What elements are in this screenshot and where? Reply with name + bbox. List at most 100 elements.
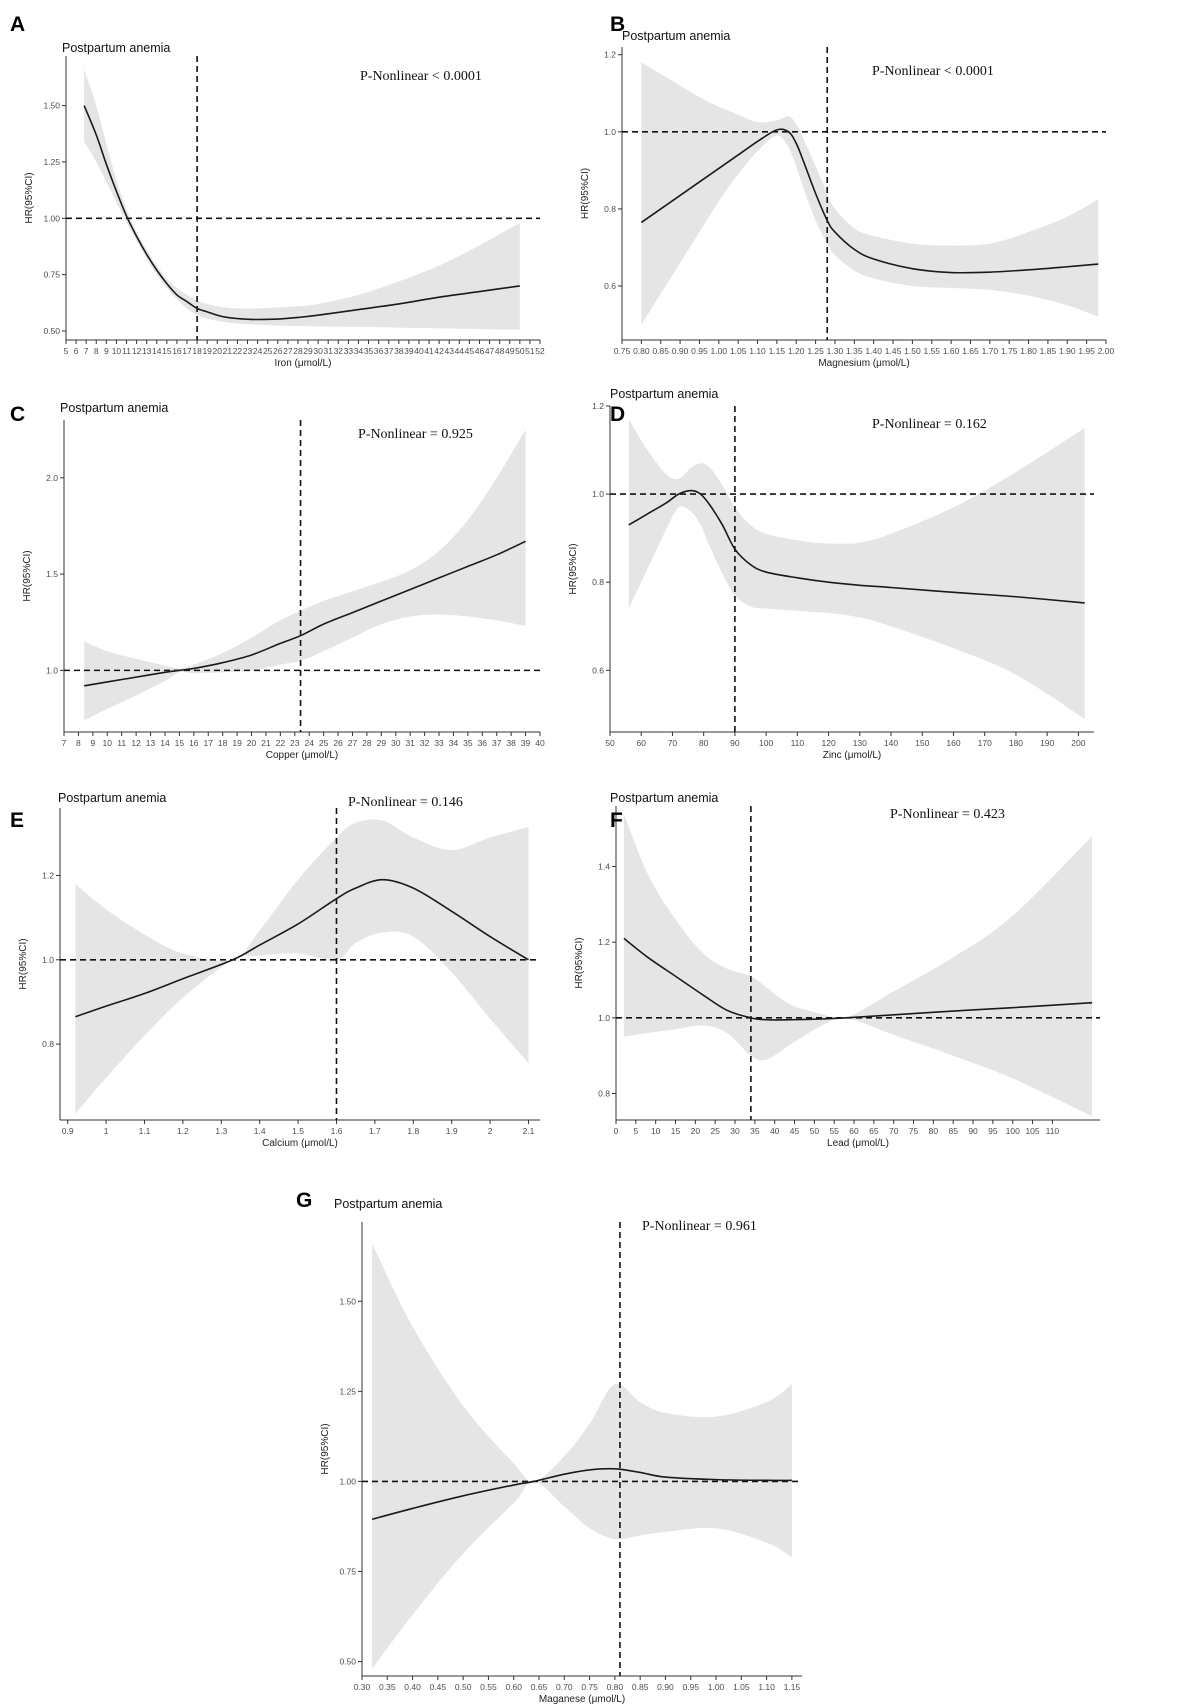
y-tick-label: 0.8 xyxy=(598,1089,610,1099)
panel-letter: B xyxy=(610,13,626,36)
x-axis-label: Copper (μmol/L) xyxy=(266,750,338,761)
x-tick-label: 14 xyxy=(160,738,170,748)
p-nonlinear-annotation: P-Nonlinear < 0.0001 xyxy=(872,64,994,79)
x-tick-label: 37 xyxy=(384,346,394,356)
x-axis-label: Lead (μmol/L) xyxy=(827,1138,889,1149)
x-tick-label: 27 xyxy=(348,738,358,748)
x-tick-label: 35 xyxy=(364,346,374,356)
x-tick-label: 1.60 xyxy=(943,346,960,356)
y-tick-label: 0.8 xyxy=(42,1039,54,1049)
x-tick-label: 44 xyxy=(455,346,465,356)
x-tick-label: 1.00 xyxy=(708,1682,725,1692)
y-tick-label: 0.6 xyxy=(592,665,604,675)
hr-curve xyxy=(628,489,1085,604)
y-axis-label: HR(95%CI) xyxy=(580,168,591,219)
x-tick-label: 7 xyxy=(84,346,89,356)
confidence-band xyxy=(628,419,1085,719)
x-axis-label: Zinc (μmol/L) xyxy=(823,750,882,761)
x-tick-label: 90 xyxy=(968,1126,978,1136)
x-tick-label: 34 xyxy=(354,346,364,356)
x-tick-label: 9 xyxy=(90,738,95,748)
x-tick-label: 20 xyxy=(213,346,223,356)
x-tick-label: 0.35 xyxy=(379,1682,396,1692)
x-tick-label: 1.05 xyxy=(730,346,747,356)
x-tick-label: 21 xyxy=(223,346,233,356)
chart-title: Postpartum anemia xyxy=(58,791,166,805)
x-tick-label: 1.50 xyxy=(904,346,921,356)
y-axis-label: HR(95%CI) xyxy=(568,543,579,594)
x-tick-label: 45 xyxy=(465,346,475,356)
x-tick-label: 30 xyxy=(391,738,401,748)
x-tick-label: 42 xyxy=(434,346,444,356)
chart-b: 0.6 0.8 1.0 1.2 0.75 0.80 0.85 0.90 0.95 1.00 1.05… xyxy=(580,29,1115,369)
y-tick-label: 0.75 xyxy=(43,270,60,280)
confidence-band xyxy=(84,429,526,721)
x-tick-label: 41 xyxy=(424,346,434,356)
y-tick-label: 1.00 xyxy=(339,1476,356,1486)
x-tick-label: 160 xyxy=(946,738,960,748)
x-tick-label: 1.75 xyxy=(1001,346,1018,356)
x-tick-label: 110 xyxy=(1046,1126,1060,1136)
hr-curve xyxy=(640,128,1099,274)
chart-title: Postpartum anemia xyxy=(610,791,718,805)
x-tick-label: 8 xyxy=(94,346,99,356)
x-tick-label: 95 xyxy=(988,1126,998,1136)
confidence-band xyxy=(84,69,520,330)
p-nonlinear-annotation: P-Nonlinear = 0.146 xyxy=(348,795,463,810)
x-tick-label: 180 xyxy=(1009,738,1023,748)
x-tick-label: 0.45 xyxy=(430,1682,447,1692)
y-tick-label: 1.0 xyxy=(604,127,616,137)
x-tick-label: 16 xyxy=(172,346,182,356)
x-tick-label: 24 xyxy=(304,738,314,748)
x-tick-label: 90 xyxy=(730,738,740,748)
chart-c: 1.0 1.5 2.0 7 8 9 10 11 12 13 14 15 16 17 18 19 20 21 22 23… xyxy=(22,401,545,761)
x-tick-label: 60 xyxy=(636,738,646,748)
y-tick-label: 0.8 xyxy=(604,204,616,214)
x-tick-label: 1.20 xyxy=(788,346,805,356)
x-tick-label: 1.4 xyxy=(254,1126,266,1136)
x-tick-label: 37 xyxy=(492,738,502,748)
x-tick-label: 17 xyxy=(204,738,214,748)
hr-curve xyxy=(371,1467,792,1521)
y-tick-label: 0.8 xyxy=(592,577,604,587)
x-tick-label: 50 xyxy=(515,346,525,356)
x-tick-label: 12 xyxy=(132,346,142,356)
x-tick-label: 25 xyxy=(710,1126,720,1136)
chart-f: 0.8 1.0 1.2 1.4 0 5 10 15 20 25 30 35 40 45 50 55 60 65 70… xyxy=(574,791,1100,1149)
x-axis-label: Magnesium (μmol/L) xyxy=(818,358,909,369)
x-tick-label: 110 xyxy=(791,738,805,748)
x-tick-label: 31 xyxy=(323,346,333,356)
x-tick-label: 10 xyxy=(651,1126,661,1136)
x-tick-label: 0.65 xyxy=(531,1682,548,1692)
x-tick-label: 19 xyxy=(202,346,212,356)
x-tick-label: 51 xyxy=(525,346,535,356)
y-tick-label: 1.0 xyxy=(592,489,604,499)
chart-a: 0.500.751.001.251.505 6 7 8 9 10 11 12 13 14 15 16 1… xyxy=(24,41,545,369)
y-tick-label: 1.2 xyxy=(598,937,610,947)
x-tick-label: 0.9 xyxy=(62,1126,74,1136)
y-tick-label: 1.2 xyxy=(604,50,616,60)
x-tick-label: 5 xyxy=(64,346,69,356)
panel-d: D 0.6 0.8 1.0 1.2 50 60 70 80 90 100 110 120 130 140 1… xyxy=(568,387,1200,768)
x-tick-label: 0.60 xyxy=(505,1682,522,1692)
chart-title: Postpartum anemia xyxy=(60,401,168,415)
x-tick-label: 39 xyxy=(521,738,531,748)
x-tick-label: 38 xyxy=(394,346,404,356)
x-tick-label: 1.90 xyxy=(1059,346,1076,356)
x-tick-label: 70 xyxy=(889,1126,899,1136)
y-tick-label: 1.2 xyxy=(42,870,54,880)
x-tick-label: 1.95 xyxy=(1078,346,1095,356)
x-tick-label: 46 xyxy=(475,346,485,356)
x-tick-label: 18 xyxy=(218,738,228,748)
x-tick-label: 0.70 xyxy=(556,1682,573,1692)
p-nonlinear-annotation: P-Nonlinear = 0.925 xyxy=(358,427,473,442)
x-tick-label: 55 xyxy=(829,1126,839,1136)
x-tick-label: 33 xyxy=(434,738,444,748)
x-tick-label: 120 xyxy=(821,738,835,748)
confidence-band xyxy=(75,819,529,1114)
y-axis-label: HR(95%CI) xyxy=(18,938,29,989)
x-tick-label: 1.05 xyxy=(733,1682,750,1692)
panel-letter: F xyxy=(610,809,623,832)
x-tick-label: 1.55 xyxy=(923,346,940,356)
panel-g: G 0.50 0.75 1.00 1.25 1.50 0.30 0.35 0.40 0.45 0.… xyxy=(290,1170,910,1708)
